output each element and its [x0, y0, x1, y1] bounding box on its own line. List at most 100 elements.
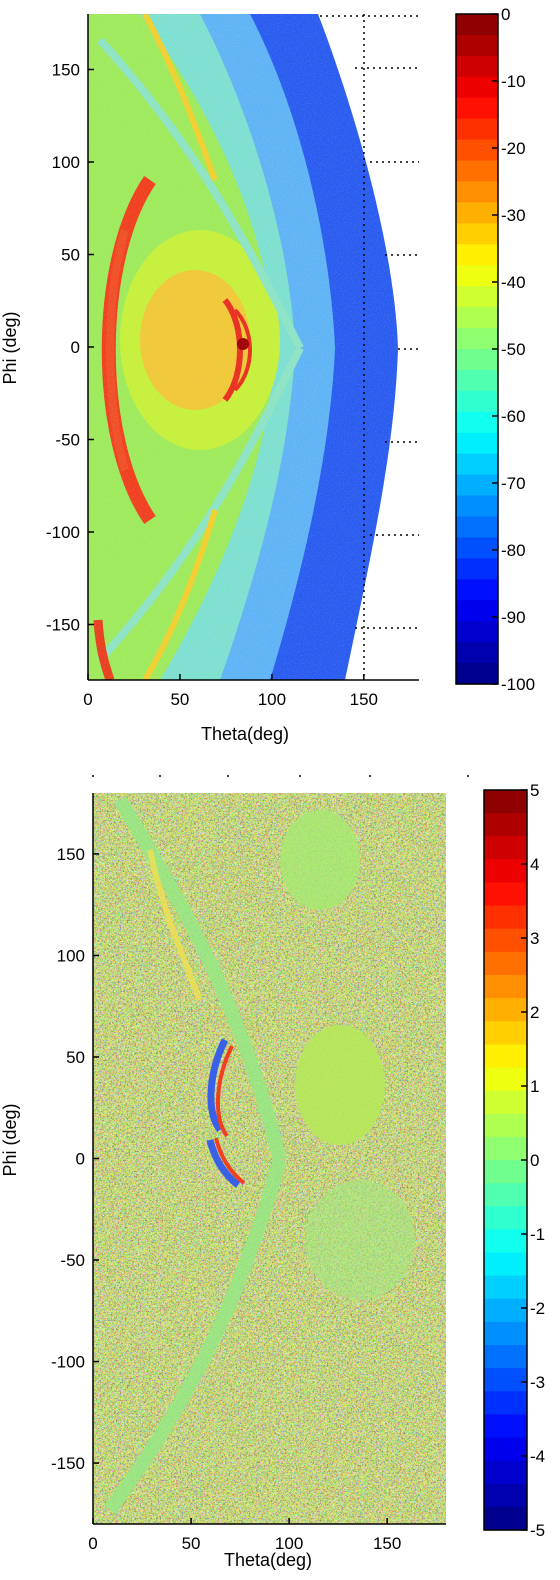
colorbar-segment: [456, 600, 498, 622]
colorbar-segment: [456, 202, 498, 224]
colorbar-segment: [484, 1229, 527, 1254]
colorbar-segment: [456, 516, 498, 539]
colorbar-segment: [484, 1437, 527, 1462]
colorbar-tick-label: 3: [530, 929, 539, 948]
colorbar-segment: [484, 1160, 527, 1184]
y-tick-label: 100: [57, 946, 85, 965]
colorbar-segment: [484, 1021, 527, 1045]
colorbar-segment: [484, 1044, 527, 1069]
bottom-y-ticks: 150 100 50 0 -50 -100 -150: [51, 845, 99, 1473]
y-tick-label: -100: [46, 523, 80, 542]
colorbar-segment: [484, 1345, 527, 1369]
y-tick-label: 150: [57, 845, 85, 864]
colorbar-segment: [456, 118, 498, 141]
colorbar-segment: [484, 1368, 527, 1392]
colorbar-segment: [456, 642, 498, 664]
colorbar-segment: [456, 558, 498, 580]
colorbar-tick-label: -3: [530, 1373, 545, 1392]
colorbar-tick-label: -70: [501, 474, 526, 493]
colorbar-segment: [484, 882, 527, 907]
colorbar-tick-label: 0: [501, 5, 510, 24]
colorbar-segment: [456, 97, 498, 120]
top-x-ticks: 0 50 100 150: [83, 674, 378, 709]
colorbar-tick-label: 2: [530, 1003, 539, 1022]
colorbar-segment: [484, 1067, 527, 1092]
bottom-x-axis-label: Theta(deg): [224, 1550, 312, 1570]
colorbar-tick-label: 4: [530, 855, 539, 874]
colorbar-segment: [484, 1252, 527, 1277]
x-tick-label: 50: [182, 1534, 201, 1553]
top-grid: [320, 14, 419, 680]
y-tick-label: 50: [66, 1048, 85, 1067]
bottom-colorbar: [483, 789, 528, 1531]
top-heatmap: [88, 14, 419, 680]
colorbar-segment: [456, 621, 498, 643]
colorbar-segment: [484, 1275, 527, 1300]
y-tick-label: -150: [51, 1454, 85, 1473]
colorbar-segment: [484, 1206, 527, 1230]
colorbar-segment: [484, 928, 527, 953]
colorbar-segment: [456, 160, 498, 183]
colorbar-tick-label: 5: [530, 781, 539, 800]
colorbar-segment: [456, 349, 498, 371]
colorbar-segment: [484, 1506, 527, 1531]
colorbar-segment: [456, 286, 498, 308]
colorbar-tick-label: 0: [530, 1151, 539, 1170]
colorbar-tick-label: -2: [530, 1299, 545, 1318]
y-tick-label: 0: [71, 338, 80, 357]
colorbar-segment: [456, 55, 498, 78]
colorbar-tick-label: -90: [501, 608, 526, 627]
top-y-axis-label: Phi (deg): [0, 311, 20, 384]
colorbar-segment: [456, 34, 498, 57]
colorbar-segment: [484, 813, 527, 837]
colorbar-tick-label: -4: [530, 1447, 545, 1466]
colorbar-tick-label: -100: [501, 675, 535, 694]
colorbar-segment: [456, 579, 498, 601]
colorbar-segment: [456, 495, 498, 518]
y-tick-label: 150: [52, 61, 80, 80]
bottom-y-axis-label: Phi (deg): [0, 1103, 20, 1176]
top-y-ticks: 150 100 50 0 -50 -100 -150: [46, 61, 94, 635]
y-tick-label: -150: [46, 616, 80, 635]
colorbar-segment: [456, 244, 498, 266]
x-tick-label: 150: [373, 1534, 401, 1553]
colorbar-segment: [456, 369, 498, 392]
colorbar-segment: [484, 1090, 527, 1115]
top-colorbar-ticks: 0 -10 -20 -30 -40 -50 -60 -70 -80 -90 -100: [492, 5, 535, 694]
colorbar-tick-label: -5: [530, 1521, 545, 1540]
colorbar-segment: [456, 328, 498, 350]
colorbar-segment: [484, 1460, 527, 1485]
colorbar-segment: [456, 307, 498, 329]
colorbar-tick-label: -1: [530, 1225, 545, 1244]
y-tick-label: 100: [52, 153, 80, 172]
colorbar-segment: [484, 1113, 527, 1138]
colorbar-tick-label: -50: [501, 340, 526, 359]
colorbar-segment: [484, 998, 527, 1022]
colorbar-segment: [456, 223, 498, 245]
x-tick-label: 50: [170, 690, 189, 709]
colorbar-segment: [484, 1391, 527, 1415]
bottom-x-ticks: 0 50 100 150: [88, 1518, 401, 1553]
top-colorbar: [455, 13, 499, 685]
colorbar-segment: [484, 790, 527, 814]
x-tick-label: 100: [258, 690, 286, 709]
colorbar-segment: [484, 951, 527, 976]
colorbar-segment: [484, 1321, 527, 1346]
colorbar-segment: [484, 975, 527, 999]
colorbar-segment: [484, 1183, 527, 1207]
colorbar-segment: [456, 453, 498, 476]
bottom-top-ticks: [92, 775, 469, 777]
colorbar-segment: [456, 663, 498, 685]
x-tick-label: 100: [275, 1534, 303, 1553]
colorbar-segment: [484, 1414, 527, 1439]
colorbar-segment: [484, 1298, 527, 1323]
colorbar-segment: [484, 905, 527, 930]
top-x-axis-label: Theta(deg): [201, 724, 289, 744]
bottom-heatmap: [93, 793, 446, 1524]
colorbar-tick-label: -60: [501, 407, 526, 426]
y-tick-label: 0: [76, 1150, 85, 1169]
colorbar-segment: [456, 432, 498, 455]
colorbar-tick-label: -30: [501, 206, 526, 225]
colorbar-segment: [484, 859, 527, 884]
